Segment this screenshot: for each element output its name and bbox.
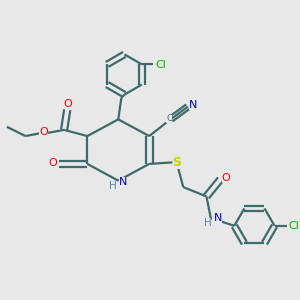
Text: O: O [39,127,48,137]
Text: Cl: Cl [155,60,166,70]
Text: Cl: Cl [288,221,299,231]
Text: C: C [166,114,172,123]
Text: N: N [119,177,127,187]
Text: N: N [189,100,198,110]
Text: H: H [109,181,117,190]
Text: H: H [203,218,211,228]
Text: N: N [214,213,222,223]
Text: O: O [48,158,57,168]
Text: S: S [172,156,182,169]
Text: O: O [64,99,73,109]
Text: O: O [222,173,230,183]
